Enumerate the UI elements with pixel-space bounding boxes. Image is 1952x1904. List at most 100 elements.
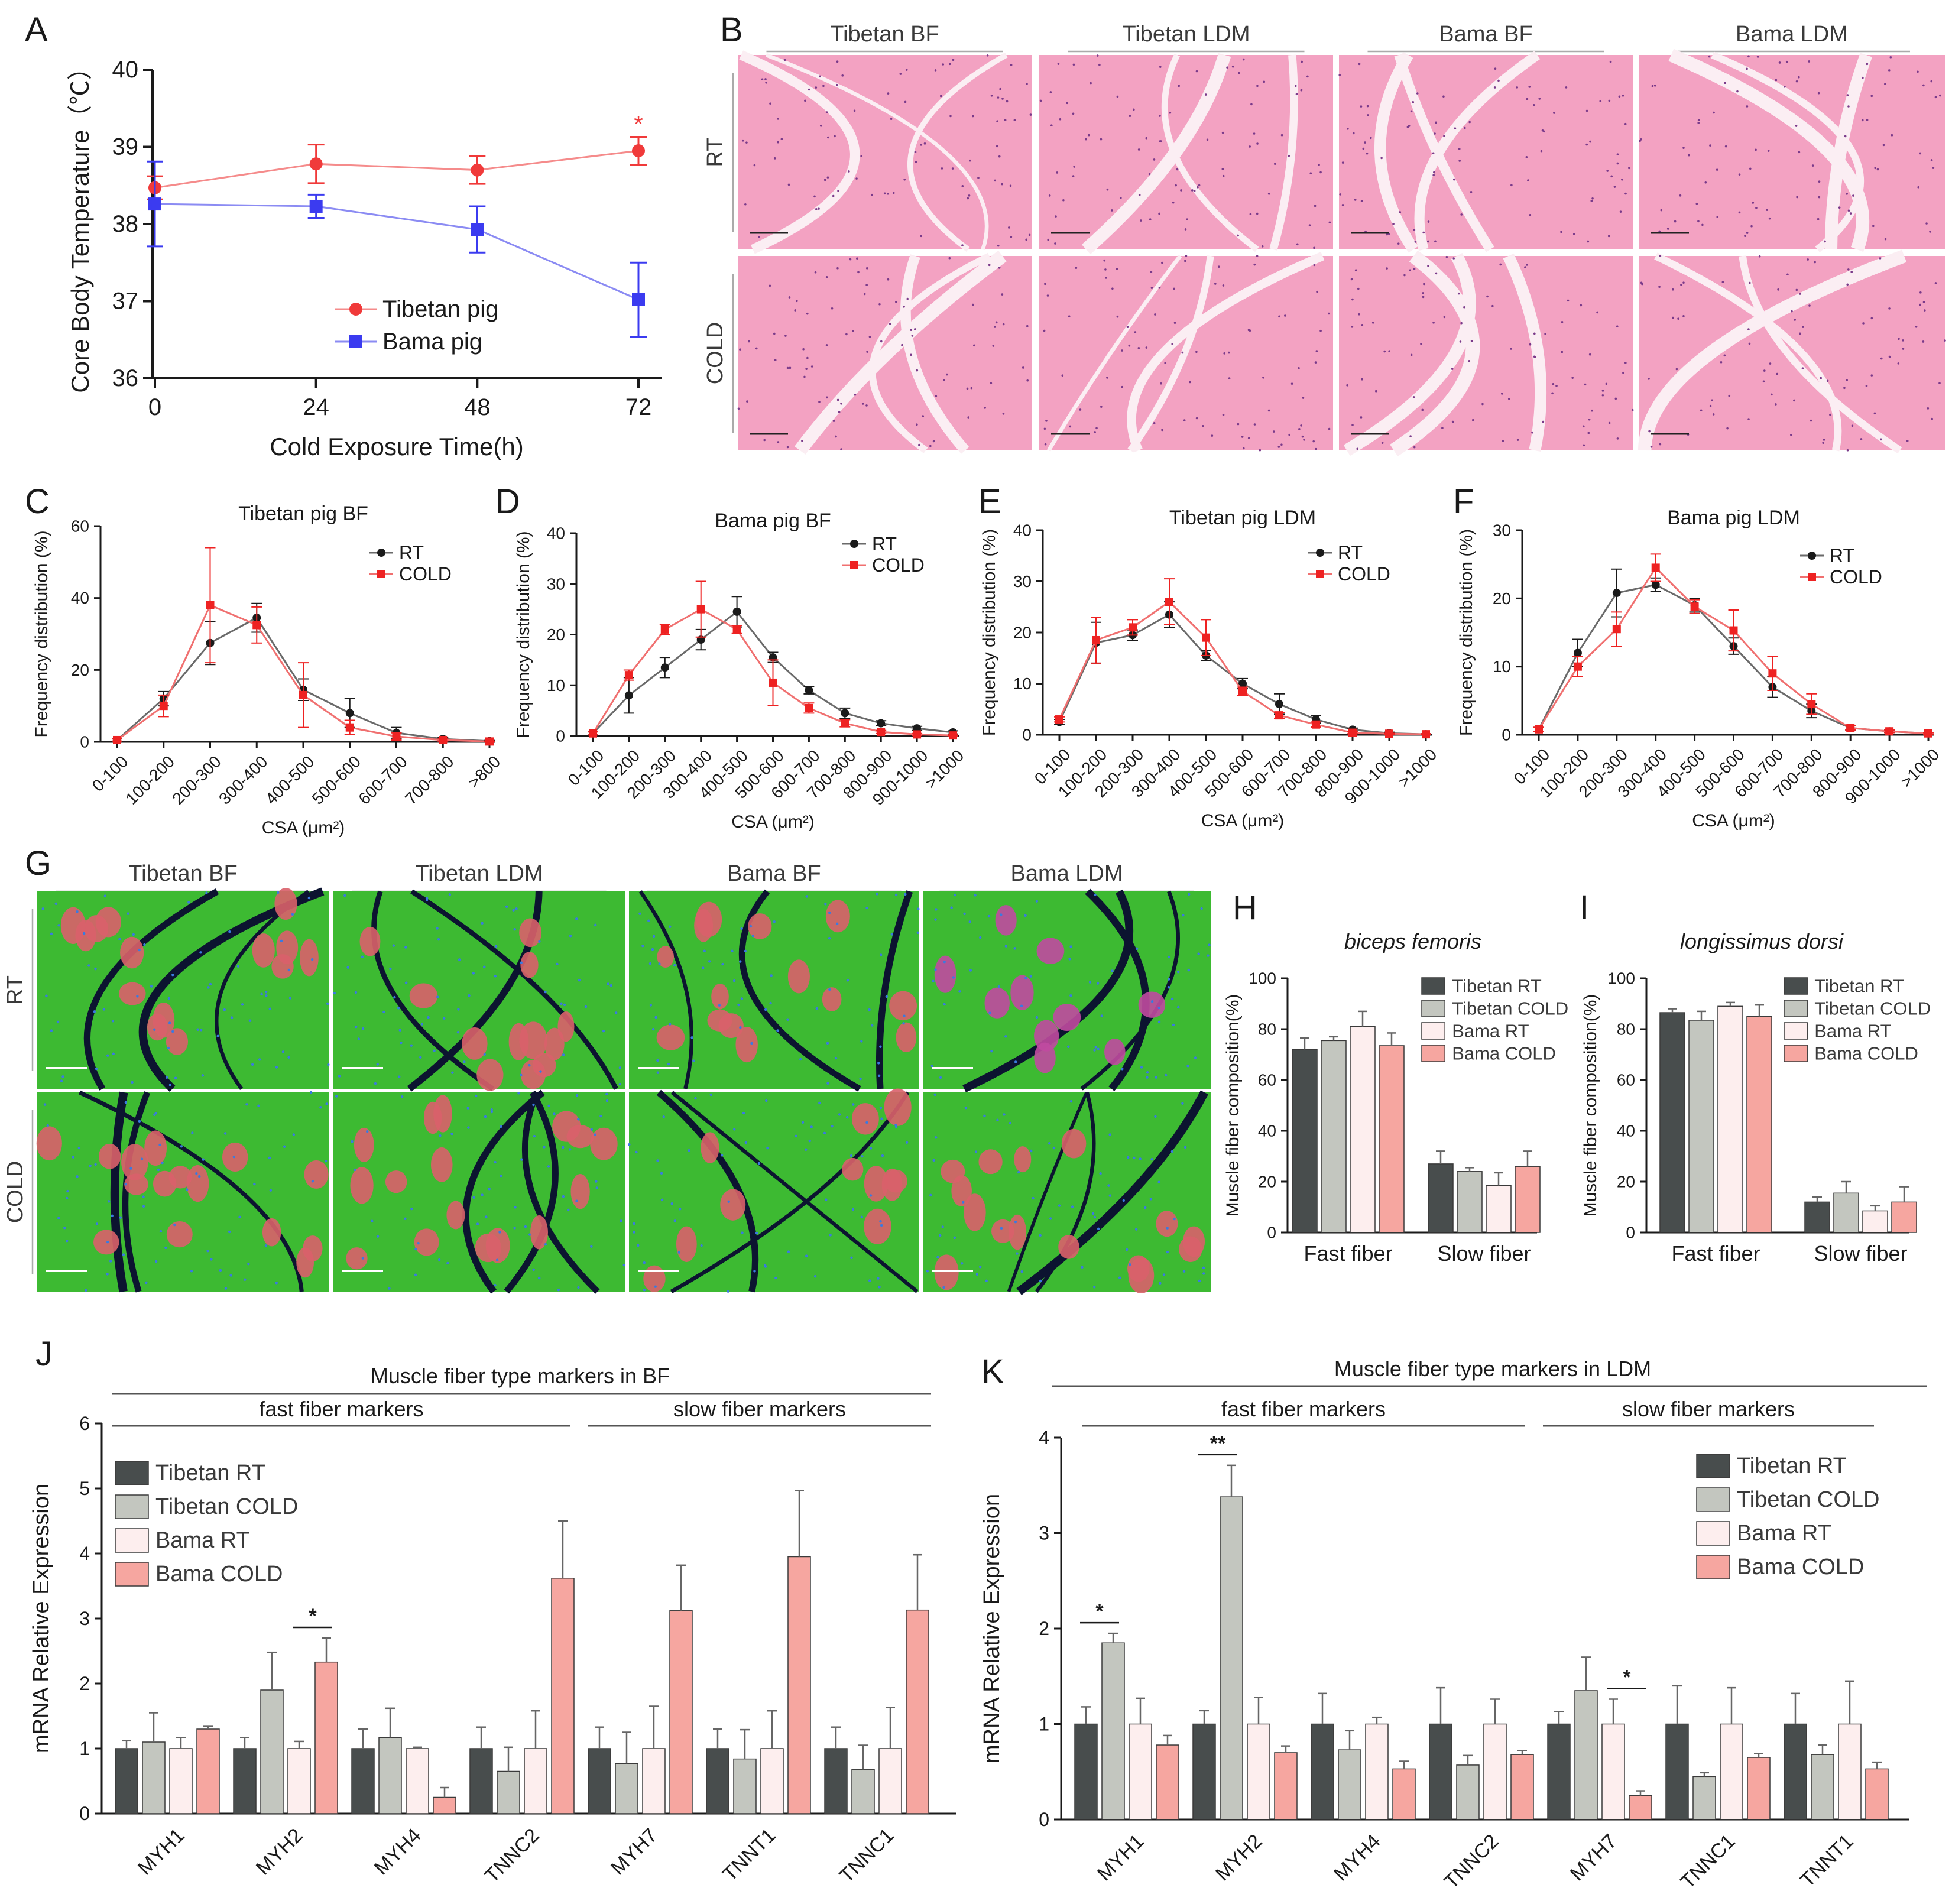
he-nucleus [1650,446,1653,448]
he-nucleus [1193,190,1196,192]
if-nucleus [651,1027,655,1031]
he-image-bg [738,55,1032,249]
data-point-D [877,719,886,728]
if-nucleus [654,1285,657,1288]
if-nucleus [1176,970,1180,974]
x-category-label-K: TNNT1 [1796,1830,1857,1892]
if-nucleus [354,991,358,994]
he-nucleus [761,78,764,81]
he-nucleus [1716,168,1718,171]
he-nucleus [1150,271,1153,273]
x-category-label-K: MYH1 [1093,1830,1149,1886]
he-nucleus [1001,183,1003,186]
he-nucleus [1588,353,1591,356]
if-nucleus [82,932,86,935]
if-nucleus [520,1073,523,1076]
bar-K-bama-cold [1156,1744,1179,1820]
he-nucleus [1374,390,1377,393]
y-tick-label-D: 20 [547,625,565,644]
if-nucleus [742,1111,745,1115]
he-nucleus [1316,290,1318,293]
he-septum [1654,252,1842,452]
he-nucleus [1879,257,1882,260]
he-nucleus [1048,194,1051,197]
if-nucleus [50,1029,53,1032]
he-nucleus [746,400,748,403]
if-nucleus [749,925,753,928]
if-image [629,889,920,1092]
y-axis-label-H: Muscle fiber composition(%) [1223,994,1243,1217]
if-nucleus [818,1101,821,1105]
if-nucleus [253,1182,256,1186]
data-point-F [1768,669,1777,678]
if-nucleus [106,1273,109,1276]
bar-H-tibetan-cold [1321,1040,1347,1233]
bar-K-bama-cold [1629,1795,1652,1820]
he-nucleus [971,303,974,306]
he-nucleus [1161,261,1163,264]
he-nucleus [922,415,925,417]
if-nucleus [694,1097,697,1100]
he-nucleus [1318,164,1320,166]
if-nucleus [1118,1276,1121,1279]
he-nucleus [868,335,871,338]
he-nucleus [1072,112,1075,115]
row-header: COLD [703,322,728,385]
if-nucleus [437,1258,441,1261]
he-nucleus [737,407,740,410]
if-nucleus [1159,1282,1162,1285]
if-nucleus [964,1106,968,1110]
he-nucleus [988,264,991,267]
slow-fiber [354,1127,374,1162]
if-nucleus [590,1128,593,1131]
he-nucleus [1608,421,1611,424]
if-nucleus [456,1030,460,1034]
legend-label-H: Bama RT [1452,1021,1529,1042]
if-nucleus [739,1026,742,1029]
if-nucleus [366,1130,369,1133]
data-point-C [299,690,307,699]
he-nucleus [1356,447,1359,450]
he-nucleus [1222,174,1225,177]
he-nucleus [934,69,937,72]
he-nucleus [1295,93,1298,96]
he-nucleus [1700,409,1703,412]
legend-label-I: Bama RT [1814,1021,1891,1042]
he-nucleus [1481,403,1484,406]
if-nucleus [727,1200,730,1204]
he-nucleus [1697,220,1700,223]
if-nucleus [974,894,977,897]
he-nucleus [1768,217,1771,220]
he-nucleus [1746,67,1748,70]
if-nucleus [1202,1272,1205,1275]
slow-fiber [98,1143,121,1169]
he-nucleus [941,167,943,170]
if-nucleus [1129,1263,1131,1266]
bar-K-tibetan-cold [1811,1754,1834,1820]
data-point-C [159,702,168,711]
he-image [1638,249,1946,454]
if-nucleus [831,1125,834,1128]
slow-fiber [119,982,146,1005]
if-nucleus [690,1036,693,1039]
he-nucleus [1555,384,1558,387]
significance-mark: * [309,1605,317,1627]
if-nucleus [577,1118,580,1121]
he-nucleus [1413,229,1416,231]
bar-I-bama-rt [1717,1005,1743,1233]
if-nucleus [1170,1150,1174,1153]
slow-fiber [934,955,956,993]
he-nucleus [1098,63,1101,66]
x-category-label-I: Fast fiber [1671,1241,1760,1266]
if-nucleus [801,1121,805,1124]
he-nucleus [1189,381,1191,384]
if-nucleus [635,1150,638,1154]
if-nucleus [1069,994,1072,997]
he-nucleus [1471,419,1474,421]
he-nucleus [1161,429,1163,432]
if-nucleus [467,1126,470,1129]
he-nucleus [1697,119,1700,122]
if-nucleus [656,1059,659,1062]
he-nucleus [1565,86,1568,89]
he-nucleus [1105,277,1107,279]
